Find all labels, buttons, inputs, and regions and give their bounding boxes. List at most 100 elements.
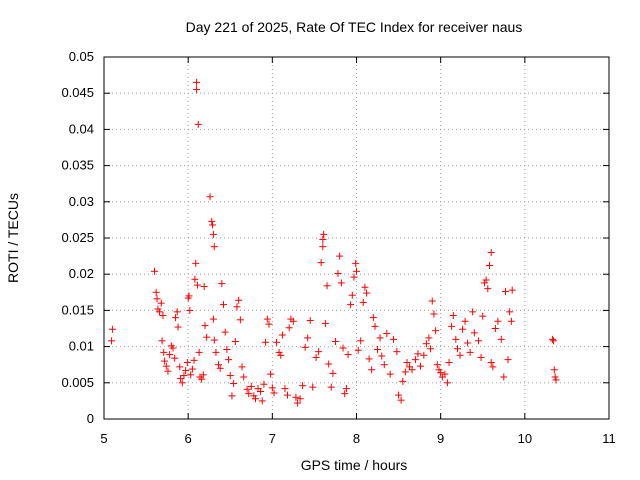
- data-point: [448, 322, 456, 330]
- data-point: [281, 385, 289, 393]
- data-point: [199, 371, 207, 379]
- data-point: [230, 380, 238, 388]
- data-point: [275, 348, 283, 356]
- data-point: [414, 350, 422, 358]
- data-point: [344, 351, 352, 359]
- data-point: [437, 369, 445, 377]
- data-point: [267, 370, 275, 378]
- data-point: [334, 269, 342, 277]
- data-point: [214, 361, 222, 369]
- data-point: [427, 345, 435, 353]
- data-point: [487, 359, 495, 367]
- data-point: [233, 303, 241, 311]
- data-point: [187, 371, 195, 379]
- data-point: [336, 252, 344, 260]
- data-point: [225, 356, 233, 364]
- data-point: [192, 259, 200, 267]
- y-tick-label: 0.01: [69, 339, 94, 354]
- data-point: [456, 351, 464, 359]
- data-point: [420, 351, 428, 359]
- data-point: [153, 295, 161, 303]
- data-point: [352, 259, 360, 267]
- data-point: [151, 267, 158, 275]
- data-point: [454, 345, 461, 353]
- data-point: [159, 311, 167, 319]
- data-point: [160, 348, 168, 356]
- y-tick-label: 0.025: [61, 230, 94, 245]
- data-point: [361, 283, 369, 291]
- data-point: [422, 340, 430, 348]
- data-point: [208, 217, 216, 225]
- data-point: [508, 286, 516, 294]
- data-point: [193, 86, 201, 94]
- data-point: [341, 390, 349, 398]
- data-point: [157, 299, 165, 307]
- data-point: [433, 361, 441, 369]
- data-point: [469, 308, 477, 316]
- data-point: [195, 348, 203, 356]
- data-point: [238, 363, 246, 371]
- data-point: [491, 325, 499, 332]
- data-point: [494, 317, 502, 325]
- data-point: [289, 317, 297, 325]
- data-point: [480, 279, 488, 287]
- data-point: [193, 281, 201, 289]
- data-point: [386, 370, 394, 378]
- data-point: [342, 385, 350, 393]
- data-point: [228, 392, 236, 400]
- data-point: [209, 230, 217, 238]
- x-tick-label: 6: [185, 431, 192, 446]
- data-point: [484, 285, 492, 293]
- data-point: [357, 337, 365, 345]
- data-point: [203, 333, 211, 341]
- data-point: [108, 337, 116, 345]
- data-point: [411, 356, 419, 364]
- data-point: [235, 296, 243, 304]
- data-point: [258, 397, 266, 405]
- data-point: [487, 248, 495, 256]
- data-point: [283, 391, 291, 399]
- data-point: [368, 366, 376, 374]
- data-point: [263, 315, 271, 323]
- data-point: [172, 314, 180, 322]
- data-point: [403, 359, 411, 367]
- data-point: [154, 305, 162, 313]
- data-point: [257, 387, 265, 395]
- data-point: [186, 306, 194, 314]
- y-tick-label: 0.02: [69, 266, 94, 281]
- x-axis-ticks: 5 6 7 8 9 10 11: [100, 57, 616, 446]
- data-point: [180, 372, 188, 380]
- data-point: [363, 289, 371, 297]
- x-tick-label: 7: [269, 431, 276, 446]
- data-point: [247, 382, 255, 390]
- data-point: [152, 288, 160, 296]
- data-point: [466, 348, 474, 356]
- data-point: [210, 336, 218, 344]
- data-point: [306, 317, 314, 325]
- data-point: [401, 368, 409, 376]
- data-point: [226, 372, 234, 380]
- data-point: [223, 345, 231, 353]
- data-point: [162, 362, 170, 370]
- data-point: [500, 373, 508, 381]
- data-point: [441, 370, 449, 378]
- x-tick-label: 11: [602, 431, 616, 446]
- data-point: [183, 359, 191, 367]
- data-point: [329, 369, 337, 377]
- data-point: [252, 395, 259, 403]
- data-point: [552, 376, 560, 384]
- data-point: [374, 345, 382, 353]
- y-tick-label: 0.03: [69, 194, 94, 209]
- data-point: [354, 346, 362, 354]
- data-point: [339, 344, 347, 352]
- data-point: [395, 391, 403, 399]
- data-point: [464, 339, 472, 347]
- data-point: [449, 311, 457, 319]
- data-point: [393, 348, 401, 356]
- data-point: [270, 389, 278, 397]
- y-tick-label: 0.04: [69, 121, 94, 136]
- data-point: [445, 359, 453, 367]
- data-point: [309, 383, 317, 391]
- data-point: [164, 367, 172, 375]
